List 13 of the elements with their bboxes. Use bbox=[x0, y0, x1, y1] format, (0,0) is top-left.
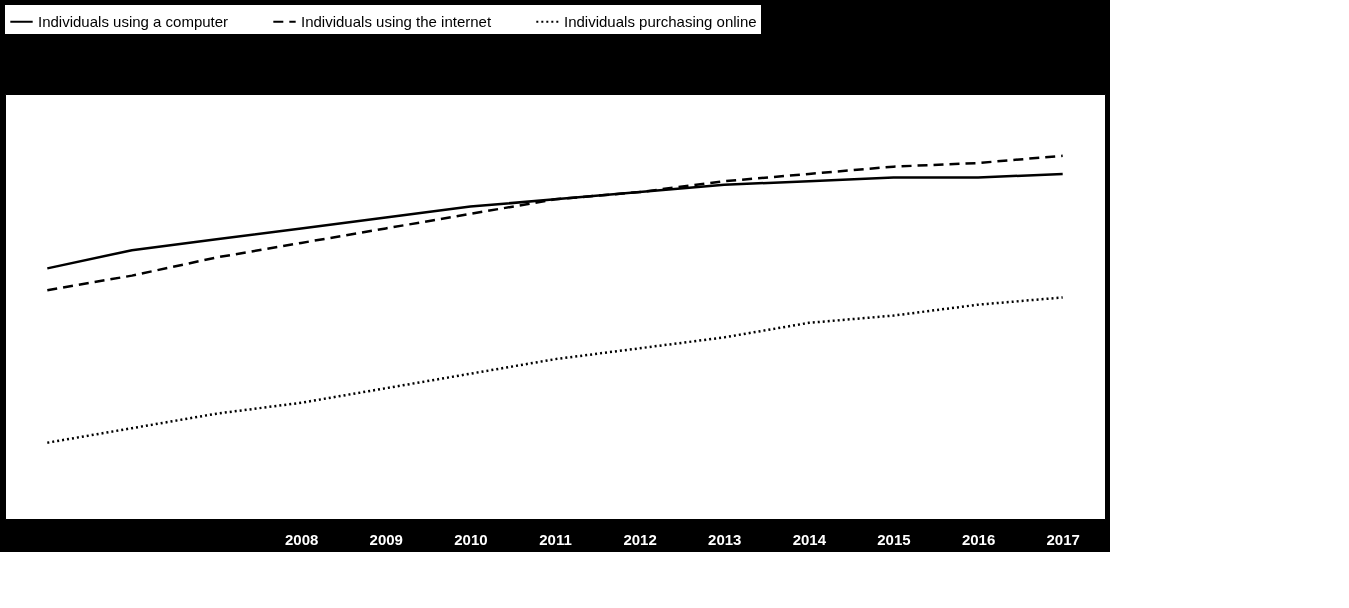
x-tick-label: 2008 bbox=[284, 530, 319, 548]
x-tick-label: 2010 bbox=[454, 530, 488, 548]
x-tick-label: 2016 bbox=[961, 530, 996, 548]
x-tick-label: 2014 bbox=[792, 530, 827, 548]
x-tick-label: 2013 bbox=[708, 530, 742, 548]
x-tick-label: 2012 bbox=[623, 530, 657, 548]
x-tick-label: 2009 bbox=[369, 530, 403, 548]
legend-label: Individuals purchasing online bbox=[564, 12, 757, 30]
x-tick-label: 2011 bbox=[539, 530, 572, 548]
x-tick-label: 2015 bbox=[877, 530, 911, 548]
x-tick-label: 2017 bbox=[1046, 530, 1080, 548]
legend-label: Individuals using a computer bbox=[38, 12, 229, 30]
legend-label: Individuals using the internet bbox=[301, 12, 492, 30]
